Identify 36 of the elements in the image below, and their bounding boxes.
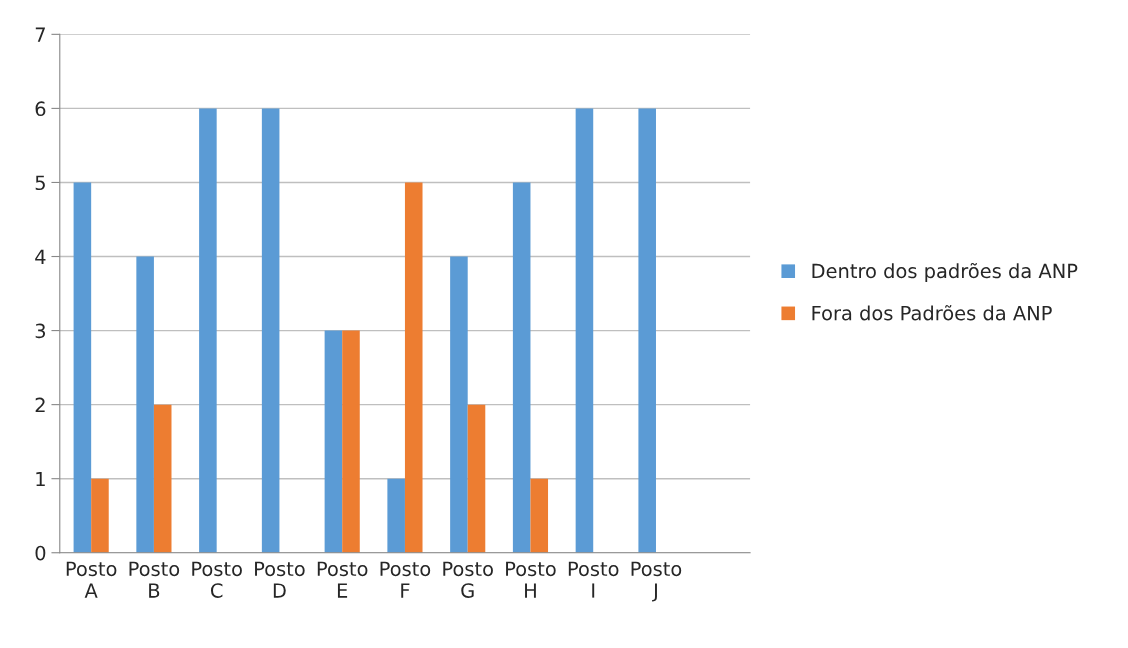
y-tick-label: 6 — [35, 101, 46, 117]
x-tick-label: Posto I — [568, 561, 619, 598]
bar — [199, 108, 217, 553]
bar — [324, 330, 343, 553]
x-tick-label: Posto A — [66, 561, 117, 598]
bar — [261, 108, 280, 553]
bar — [73, 182, 92, 553]
y-tick-label: 2 — [35, 397, 45, 413]
y-tick-label: 1 — [36, 471, 45, 487]
legend-label: Fora dos Padrões da ANP — [812, 305, 1052, 321]
bar — [342, 330, 360, 553]
x-tick-label: Posto D — [255, 561, 305, 598]
bar — [153, 404, 172, 553]
bar — [575, 108, 594, 553]
x-tick-label: Posto E — [317, 561, 368, 598]
bar — [404, 182, 423, 553]
y-tick-label: 0 — [35, 545, 46, 561]
bar — [638, 108, 656, 553]
x-tick-label: Posto C — [192, 561, 242, 598]
y-tick-label: 4 — [35, 249, 46, 264]
bar — [387, 478, 405, 553]
bar — [467, 404, 486, 553]
bar — [91, 478, 109, 553]
x-tick-label: Posto F — [380, 561, 431, 598]
x-tick-label: Posto B — [129, 561, 180, 598]
bar — [450, 256, 468, 553]
x-tick-label: Posto H — [506, 561, 556, 598]
bar — [512, 182, 531, 553]
y-tick-label: 7 — [35, 27, 45, 42]
y-tick-label: 3 — [35, 323, 46, 339]
bar — [530, 478, 549, 553]
legend-label: Dentro dos padrões da ANP — [812, 262, 1078, 283]
x-tick-label: Posto G — [443, 561, 493, 598]
bar — [136, 256, 154, 553]
y-tick-label: 5 — [35, 175, 45, 191]
x-tick-label: Posto J — [631, 561, 682, 602]
